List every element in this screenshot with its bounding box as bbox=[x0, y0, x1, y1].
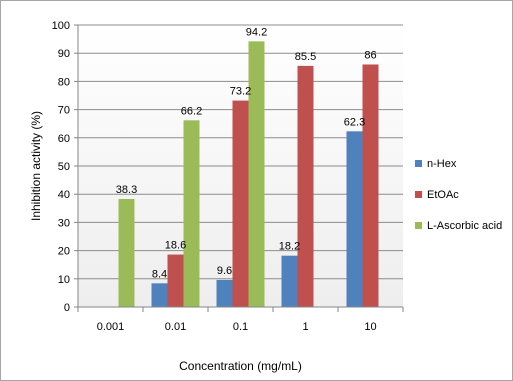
data-labels: 38.3 8.4 18.6 66.2 9.6 73.2 94.2 18.2 85.5 62.3 86 bbox=[116, 26, 377, 280]
y-tick-label: 60 bbox=[58, 133, 70, 145]
axes bbox=[77, 25, 404, 312]
y-tick-label: 30 bbox=[58, 217, 70, 229]
legend-label: L-Ascorbic acid bbox=[427, 220, 502, 232]
data-label: 66.2 bbox=[181, 105, 202, 117]
bars bbox=[118, 41, 379, 308]
legend-label: n-Hex bbox=[427, 158, 457, 170]
bar-etoac bbox=[297, 65, 314, 307]
data-label: 73.2 bbox=[230, 86, 251, 98]
y-tick-label: 90 bbox=[58, 48, 70, 60]
legend-swatch bbox=[415, 222, 422, 229]
tick-labels: 0 10 20 30 40 50 60 70 80 90 100 0.001 0.01 0.1 1 10 bbox=[52, 20, 377, 333]
data-label: 18.2 bbox=[279, 241, 300, 253]
x-tick-label: 10 bbox=[364, 321, 376, 333]
data-label: 38.3 bbox=[116, 184, 137, 196]
legend-swatch bbox=[415, 160, 422, 167]
y-tick-label: 50 bbox=[58, 161, 70, 173]
data-label: 8.4 bbox=[152, 268, 167, 280]
x-tick-label: 0.1 bbox=[233, 321, 248, 333]
bar-l-ascorbic-acid bbox=[183, 120, 200, 307]
bar-n-hex bbox=[346, 131, 363, 307]
y-axis-title: Inhibition activity (%) bbox=[29, 111, 43, 221]
x-tick-label: 0.001 bbox=[97, 321, 125, 333]
legend-label: EtOAc bbox=[427, 189, 459, 201]
data-label: 94.2 bbox=[246, 26, 267, 38]
data-label: 18.6 bbox=[165, 240, 186, 252]
y-tick-label: 70 bbox=[58, 105, 70, 117]
data-label: 62.3 bbox=[344, 116, 365, 128]
x-axis-title: Concentration (mg/mL) bbox=[179, 359, 302, 373]
bar-n-hex bbox=[281, 255, 298, 307]
y-tick-label: 20 bbox=[58, 246, 70, 258]
bar-etoac bbox=[362, 64, 379, 307]
y-tick-label: 0 bbox=[64, 302, 70, 314]
data-label: 9.6 bbox=[217, 265, 232, 277]
data-label: 86 bbox=[364, 49, 376, 61]
y-tick-label: 80 bbox=[58, 76, 70, 88]
bar-l-ascorbic-acid bbox=[248, 41, 265, 308]
bar-etoac bbox=[167, 254, 184, 307]
y-tick-label: 10 bbox=[58, 274, 70, 286]
legend-swatch bbox=[415, 191, 422, 198]
y-tick-label: 100 bbox=[52, 20, 70, 32]
bar-etoac bbox=[232, 100, 249, 308]
x-tick-label: 0.01 bbox=[165, 321, 186, 333]
bar-l-ascorbic-acid bbox=[118, 198, 135, 307]
legend: n-Hex EtOAc L-Ascorbic acid bbox=[415, 158, 502, 232]
x-tick-label: 1 bbox=[302, 321, 308, 333]
data-label: 85.5 bbox=[295, 51, 316, 63]
y-tick-label: 40 bbox=[58, 189, 70, 201]
bar-n-hex bbox=[216, 279, 233, 307]
bar-n-hex bbox=[151, 283, 168, 307]
